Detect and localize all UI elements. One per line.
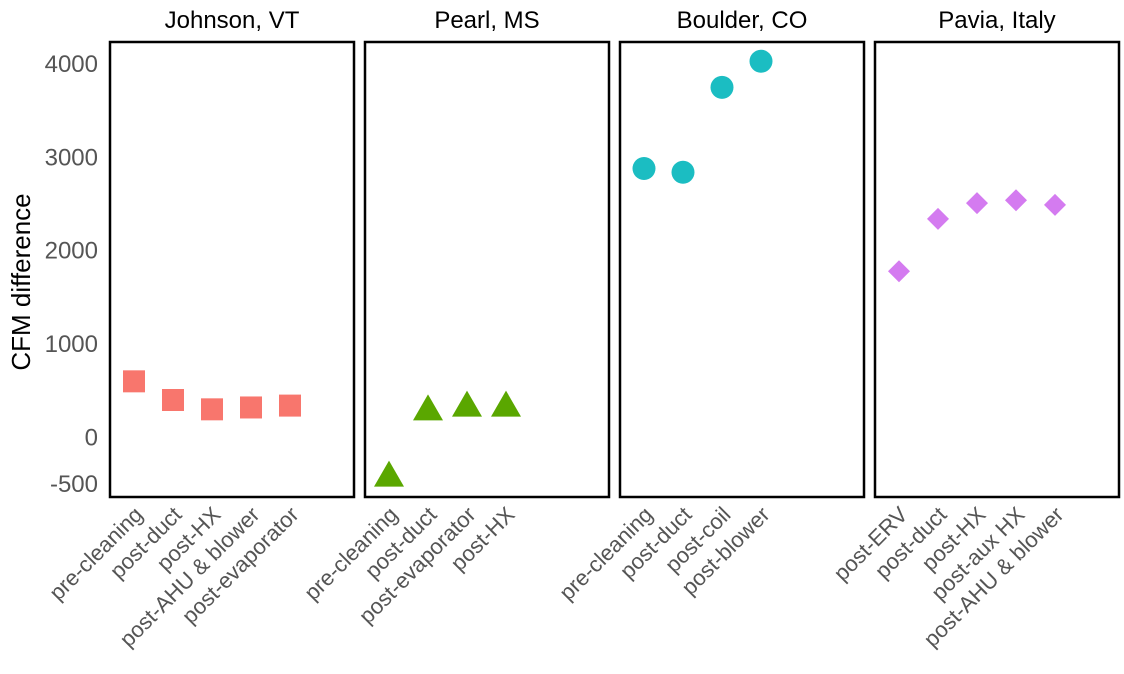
data-point: post-evaporator: 340: [279, 394, 301, 417]
data-point: post-duct: 2840: [671, 160, 695, 184]
y-axis-label: CFM difference: [6, 193, 36, 370]
data-point: pre-cleaning: 2880: [632, 157, 656, 181]
panel-title: Pavia, Italy: [938, 7, 1055, 34]
data-point: pre-cleaning: -410: [374, 460, 404, 487]
data-point: post-duct: 400: [162, 389, 184, 411]
data-point: post-HX: 340: [491, 390, 521, 417]
panel-frame: [108, 40, 356, 499]
panels: Johnson, VT pre-cleaning: 600 pre-cleaning…: [44, 7, 1121, 652]
y-axis: 4000 3000 2000 1000 0 -500: [45, 51, 98, 498]
data-point: pre-cleaning: 600: [123, 370, 145, 393]
data-point: post-coil: 3750: [710, 75, 734, 99]
y-tick-label: 3000: [45, 144, 98, 171]
data-point: post-duct: 300: [413, 394, 443, 421]
panel-frame: [363, 40, 611, 499]
data-point: post-blower: 4030: [749, 49, 773, 73]
data-point: post-HX: 300: [201, 398, 223, 421]
data-point: post-duct: 2340: [927, 207, 949, 230]
panel-title: Johnson, VT: [165, 7, 300, 34]
panel-title: Pearl, MS: [434, 7, 539, 34]
y-tick-label: -500: [50, 471, 98, 498]
data-point: post-evaporator: 340: [452, 390, 482, 417]
y-tick-label: 2000: [45, 238, 98, 265]
data-point: post-aux HX: 2540: [1005, 189, 1027, 212]
data-point: post-AHU & blower: 320: [240, 396, 262, 419]
panel-title: Boulder, CO: [677, 7, 808, 34]
data-point: post-HX: 2510: [966, 192, 988, 215]
data-point: post-AHU & blower: 2490: [1044, 193, 1066, 216]
data-point: post-ERV: 1780: [888, 260, 910, 283]
panel-frame: [618, 40, 866, 499]
panel-frame: [873, 40, 1121, 499]
y-tick-label: 0: [85, 424, 98, 451]
y-tick-label: 1000: [45, 331, 98, 358]
y-tick-label: 4000: [45, 51, 98, 78]
